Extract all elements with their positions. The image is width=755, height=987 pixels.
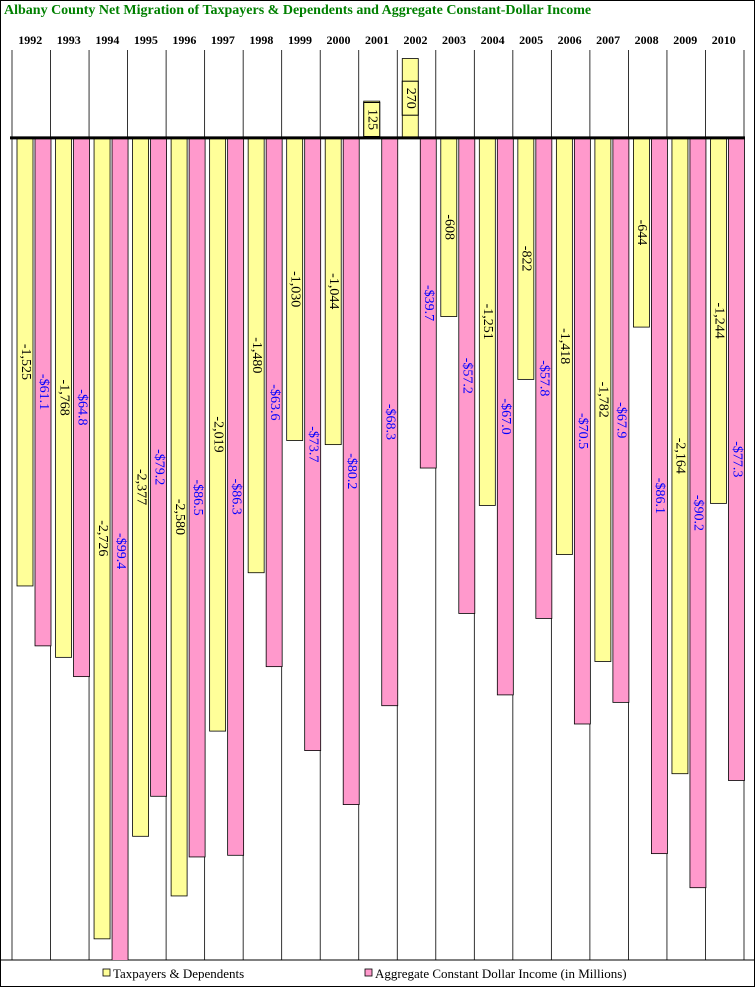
data-label: -$61.1 <box>36 374 51 410</box>
x-tick-label: 1998 <box>249 33 273 47</box>
data-label: -822 <box>519 246 534 272</box>
x-tick-label: 2005 <box>519 33 543 47</box>
x-tick-label: 1995 <box>134 33 158 47</box>
x-tick-label: 1993 <box>57 33 81 47</box>
data-label: -$99.4 <box>113 533 128 569</box>
data-label: -$57.8 <box>537 360 552 396</box>
data-label: -1,251 <box>480 304 495 340</box>
chart-title: Albany County Net Migration of Taxpayers… <box>4 3 591 18</box>
x-tick-label: 2009 <box>673 33 697 47</box>
data-label: -$63.6 <box>267 384 282 420</box>
x-tick-label: 2006 <box>558 33 582 47</box>
data-label: -$39.7 <box>421 285 436 321</box>
x-tick-label: 1996 <box>172 33 196 47</box>
label-box <box>401 80 419 116</box>
legend-label: Aggregate Constant Dollar Income (in Mil… <box>375 966 627 981</box>
x-tick-label: 2001 <box>365 33 389 47</box>
data-label: -$70.5 <box>575 413 590 449</box>
data-label: -1,044 <box>326 273 341 309</box>
x-tick-label: 1997 <box>211 33 235 47</box>
data-label: -$80.2 <box>344 453 359 489</box>
data-label: -$67.0 <box>498 398 513 434</box>
data-label: -1,480 <box>249 337 264 373</box>
data-label: -644 <box>634 220 649 246</box>
x-tick-label: 2008 <box>635 33 659 47</box>
x-tick-label: 2007 <box>596 33 620 47</box>
data-label: -$57.2 <box>460 358 475 394</box>
data-label: -2,377 <box>133 469 148 505</box>
data-label: 270 <box>403 88 418 109</box>
data-label: -$90.2 <box>691 495 706 531</box>
data-label: -$86.3 <box>228 479 243 515</box>
data-label: -$86.1 <box>652 478 667 514</box>
x-tick-label: 1994 <box>95 33 119 47</box>
data-label: -1,782 <box>596 382 611 418</box>
plot-area: -1,525 -1,768 -2,726 -2,377 -2,580 -2,019 -1,4… <box>11 50 745 960</box>
data-label: -$79.2 <box>151 449 166 485</box>
x-tick-label: 1999 <box>288 33 312 47</box>
data-label: -1,030 <box>287 271 302 307</box>
data-label: -$77.3 <box>729 441 744 477</box>
data-label: -1,768 <box>56 380 71 416</box>
data-label: -1,244 <box>711 303 726 339</box>
x-tick-label: 2003 <box>442 33 466 47</box>
x-tick-label: 1992 <box>18 33 42 47</box>
legend-label: Taxpayers & Dependents <box>113 966 244 981</box>
data-label: -1,418 <box>557 328 572 364</box>
data-label: -2,580 <box>172 499 187 535</box>
data-label: -608 <box>442 214 457 240</box>
data-label: -$73.7 <box>305 426 320 462</box>
x-tick-label: 2000 <box>326 33 350 47</box>
data-label: -2,164 <box>673 438 688 474</box>
data-label: -2,019 <box>210 416 225 452</box>
data-label: -$67.9 <box>614 402 629 438</box>
x-tick-label: 2004 <box>481 33 505 47</box>
data-label: 125 <box>365 109 380 130</box>
legend-swatch <box>102 968 111 977</box>
data-label: -$68.3 <box>383 404 398 440</box>
x-tick-label: 2010 <box>712 33 736 47</box>
data-label: -2,726 <box>95 520 110 556</box>
data-label: -1,525 <box>18 344 33 380</box>
data-label: -$86.5 <box>190 479 205 515</box>
x-tick-label: 2002 <box>404 33 428 47</box>
legend-swatch <box>364 968 373 977</box>
data-label: -$64.8 <box>74 389 89 425</box>
